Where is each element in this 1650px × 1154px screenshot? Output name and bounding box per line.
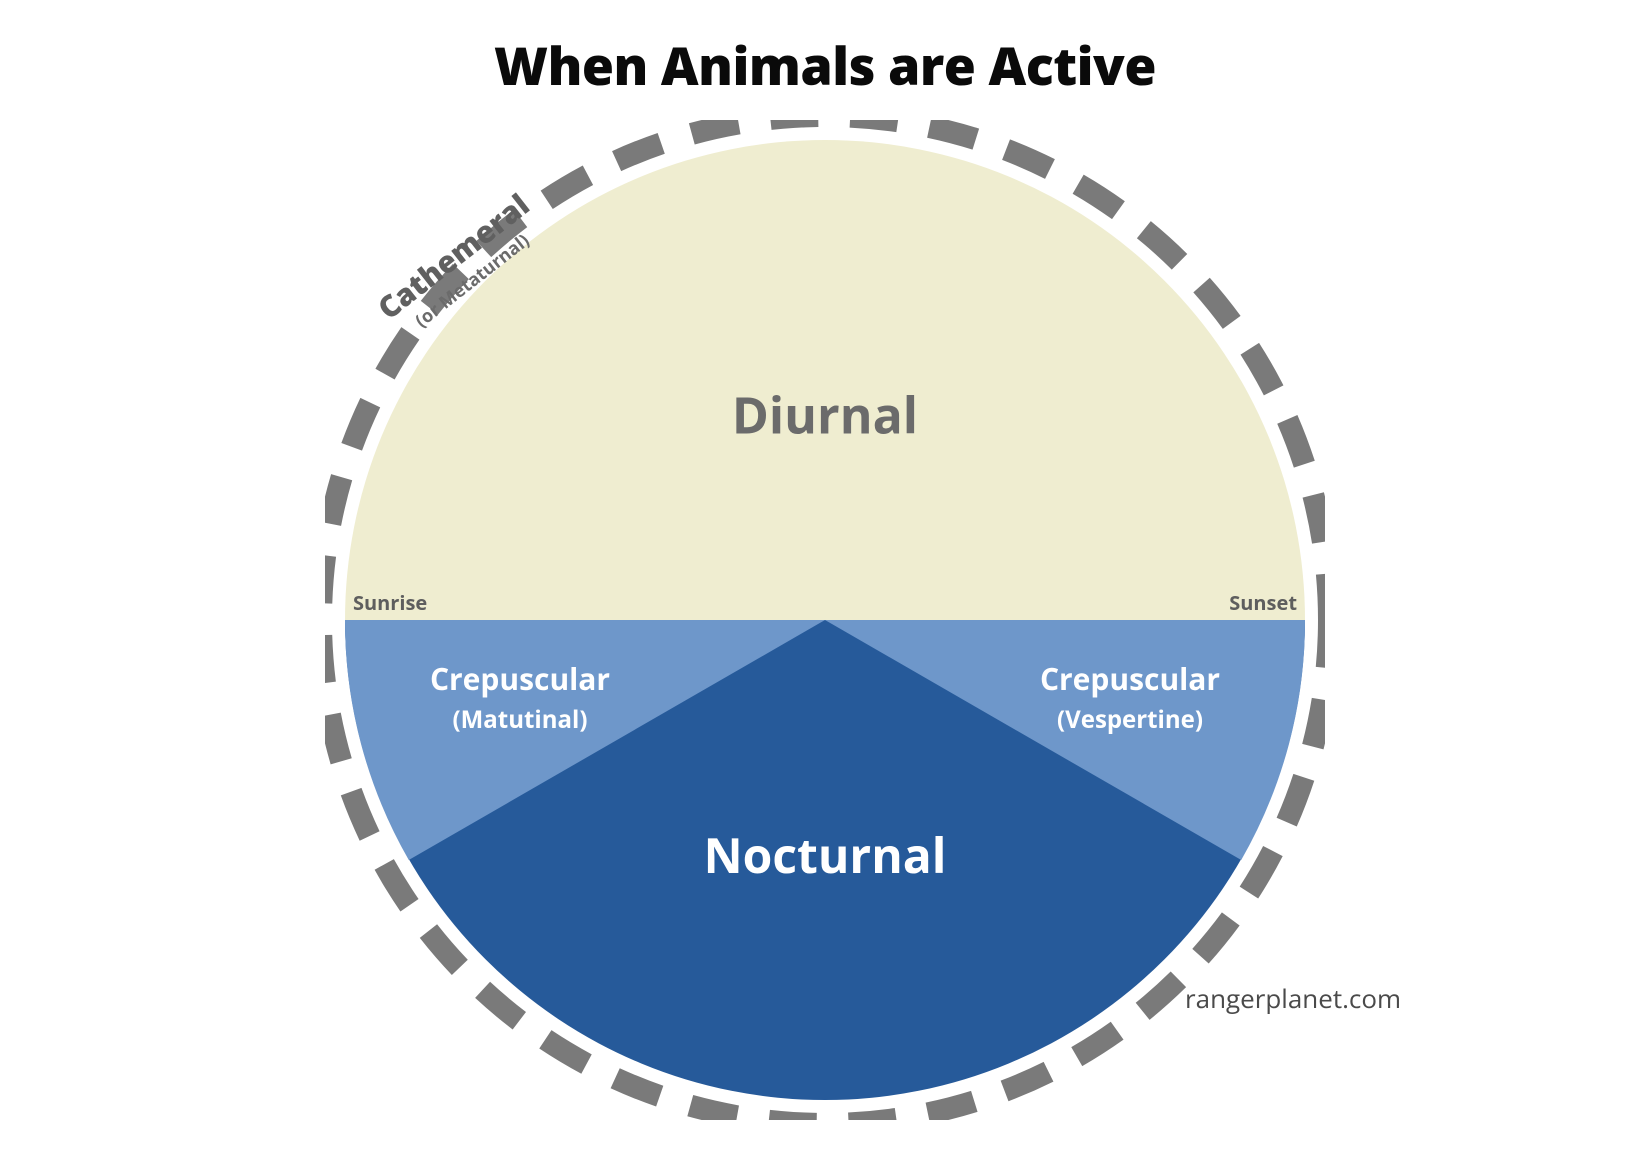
crepuscular-vespertine-label: Crepuscular <box>1040 658 1220 699</box>
diagram-svg: Diurnal Nocturnal Crepuscular (Matutinal… <box>325 120 1325 1120</box>
attribution-text: rangerplanet.com <box>1185 980 1401 1016</box>
activity-diagram: Diurnal Nocturnal Crepuscular (Matutinal… <box>325 120 1325 1120</box>
diurnal-label: Diurnal <box>732 380 918 448</box>
crepuscular-matutinal-sublabel: (Matutinal) <box>453 703 588 736</box>
sunrise-label: Sunrise <box>353 589 427 616</box>
nocturnal-label: Nocturnal <box>704 823 947 888</box>
chart-title: When Animals are Active <box>0 30 1650 101</box>
sunset-label: Sunset <box>1229 589 1297 616</box>
crepuscular-vespertine-sublabel: (Vespertine) <box>1057 703 1203 736</box>
crepuscular-matutinal-label: Crepuscular <box>430 658 610 699</box>
